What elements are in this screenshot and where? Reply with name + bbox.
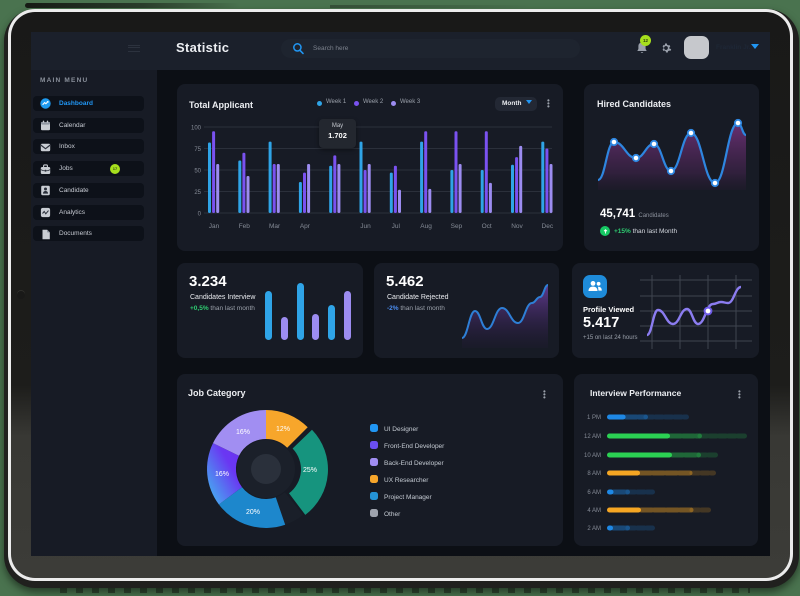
svg-text:50: 50 [194, 169, 201, 175]
svg-text:Other: Other [384, 511, 401, 518]
svg-text:Project Manager: Project Manager [384, 494, 433, 501]
svg-text:6 AM: 6 AM [587, 490, 601, 496]
svg-text:Jan: Jan [209, 223, 220, 230]
svg-text:Oct: Oct [482, 223, 492, 230]
svg-text:12%: 12% [276, 426, 290, 433]
svg-text:16%: 16% [236, 429, 250, 436]
svg-text:25: 25 [194, 190, 201, 196]
svg-text:20%: 20% [246, 509, 260, 516]
svg-text:Front-End Developer: Front-End Developer [384, 443, 445, 450]
svg-text:Dec: Dec [542, 223, 554, 230]
svg-text:2 AM: 2 AM [587, 526, 601, 532]
svg-text:1 PM: 1 PM [587, 415, 601, 421]
svg-text:Jul: Jul [392, 223, 401, 230]
svg-text:75: 75 [194, 147, 201, 153]
svg-text:0: 0 [198, 212, 202, 218]
svg-text:Jun: Jun [360, 223, 371, 230]
svg-text:12 AM: 12 AM [584, 434, 601, 440]
svg-text:Nov: Nov [511, 223, 523, 230]
svg-text:25%: 25% [303, 467, 317, 474]
svg-text:Apr: Apr [300, 223, 311, 230]
svg-text:Sep: Sep [451, 223, 463, 230]
svg-text:8 AM: 8 AM [587, 471, 601, 477]
svg-text:4 AM: 4 AM [587, 508, 601, 514]
svg-text:16%: 16% [215, 471, 229, 478]
svg-text:UX Researcher: UX Researcher [384, 477, 429, 484]
svg-text:Mar: Mar [269, 223, 281, 230]
svg-text:UI Designer: UI Designer [384, 426, 419, 433]
svg-text:Feb: Feb [239, 223, 251, 230]
svg-text:10 AM: 10 AM [584, 453, 601, 459]
svg-text:Back-End Developer: Back-End Developer [384, 460, 444, 467]
svg-text:Aug: Aug [420, 223, 432, 230]
svg-text:100: 100 [191, 126, 202, 132]
